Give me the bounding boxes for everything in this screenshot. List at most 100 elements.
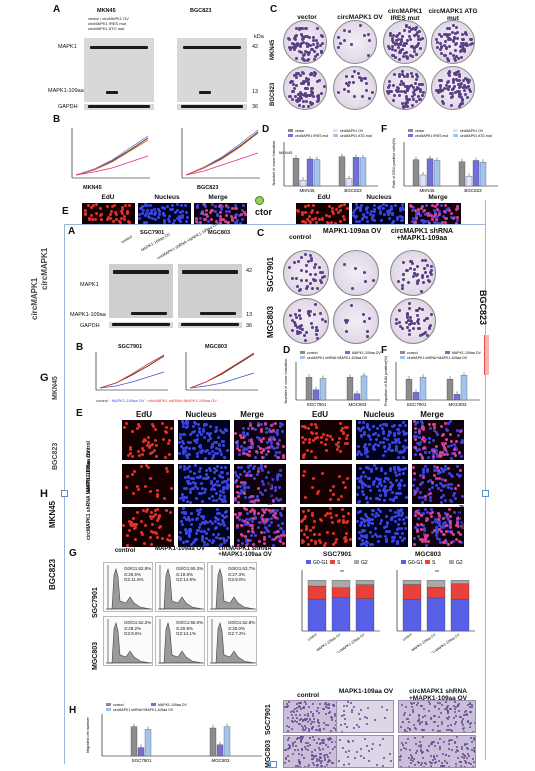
nucleus-image: [178, 464, 230, 504]
top-growth-curve-bgc823: [181, 128, 260, 179]
legend-swatch: [306, 560, 311, 564]
legend-label: vector: [415, 129, 425, 133]
legend-label: MAPK1-109aa OV: [158, 703, 187, 707]
connector-handle[interactable]: [270, 761, 277, 768]
growth-curve-sgc7901: [95, 352, 168, 391]
flow-stats: G0/G1:62.8% S:30.0% G2:7.2%: [228, 620, 255, 637]
legend-swatch: [445, 351, 450, 354]
clone-bar-chart: SGC7901 MGC803 Number of clone formation co…: [284, 351, 381, 407]
stacked-bar: [331, 597, 351, 632]
colony-dish: [283, 20, 327, 64]
colony-dish: [390, 298, 436, 344]
bar: [359, 157, 367, 187]
top-panel-a-label: A: [53, 4, 61, 15]
tick-label: SGC7901: [407, 402, 427, 407]
flow-stat-line: G0/G1:62.2%: [124, 620, 152, 625]
top-blot-mkn45: [84, 38, 154, 102]
tick-label: MKN45: [299, 188, 315, 193]
legend-swatch: [330, 560, 335, 564]
top-e-header: Merge: [208, 194, 228, 201]
g-header: control: [114, 548, 136, 554]
stacked-bar: [355, 598, 375, 632]
bar: [412, 159, 420, 187]
stacked-bar: [355, 584, 375, 599]
connector-handle[interactable]: [61, 490, 68, 497]
top-growth-curve-mkn45: [71, 128, 150, 179]
edu-image: [300, 420, 352, 460]
legend-label: circMAPK1 ATG mut: [340, 134, 372, 138]
e-header: Nucleus: [185, 410, 217, 419]
colony-dish: [333, 20, 377, 64]
bar: [313, 159, 321, 187]
g-header: circMAPK1 shRNA +MAPK1-109aa OV: [218, 546, 272, 558]
connector-line-top: [64, 224, 486, 225]
edu-image: [300, 464, 352, 504]
row-gapdh: GAPDH: [80, 323, 100, 329]
flow-stat-line: S:20.9%: [176, 625, 194, 631]
e-row-label: circMAPK1 shRNA MAPK1-109aa: [86, 461, 92, 540]
tick-label: BGC823: [344, 188, 362, 193]
flow-stat-line: G2:8.6%: [124, 631, 142, 636]
panel-f-label: F: [381, 345, 388, 356]
top-e-side-text: ctor: [255, 207, 273, 217]
panel-g-label: G: [69, 548, 77, 559]
legend-swatch: [106, 703, 111, 706]
top-merge-image: [194, 203, 247, 225]
colony-dish: [283, 298, 329, 344]
top-kda: kDa: [254, 34, 264, 40]
panel-b-label: B: [76, 342, 84, 353]
legend-label: MAPK1-109aa OV: [352, 351, 381, 355]
legend-swatch: [453, 129, 458, 132]
top-e-header: EdU: [101, 194, 115, 201]
legend-label: control: [407, 351, 418, 355]
h-header: MAPK1-109aa OV: [338, 688, 394, 695]
blot-mgc803: [178, 264, 242, 318]
y-axis-label: Proportion of EdU positive(%): [384, 355, 388, 406]
b-title-mgc803: MGC803: [205, 344, 228, 350]
top-cellline-bgc823: BGC823: [190, 8, 212, 14]
side-label: circMAPK1: [30, 277, 39, 320]
merge-image: [412, 420, 464, 460]
connector-handle-green[interactable]: [255, 196, 264, 205]
top-c-header: circMAPK1 IRES mut: [387, 8, 423, 22]
stacked-bar: [402, 599, 422, 632]
legend-entry: control: [96, 398, 109, 403]
colony-dish: [431, 20, 475, 64]
flow-stats: G0/G1:65.3% S:19.8% G2:14.9%: [176, 566, 203, 583]
stacked-bar: [331, 587, 351, 598]
tick-label: BGC823: [464, 188, 482, 193]
flow-stat-line: G0/G1:63.7%: [228, 566, 256, 571]
stacked-bar: [426, 587, 446, 599]
y-axis-label: Migrated cell number: [86, 717, 90, 753]
tick-label: control: [307, 632, 318, 641]
connector-handle[interactable]: [482, 490, 489, 497]
top-gapdh-mkn45: [84, 104, 154, 110]
nucleus-image: [356, 464, 408, 504]
colony-dish: [283, 66, 327, 110]
top-row-gapdh: GAPDH: [58, 104, 78, 110]
tick-label: MKN45: [419, 188, 435, 193]
c-header: control: [288, 234, 312, 241]
cellline-mgc803: MGC803: [208, 230, 231, 236]
y-axis-label: Number of clone formation: [284, 359, 288, 404]
side-label: BGC823: [48, 558, 57, 590]
nucleus-image: [178, 420, 230, 460]
transwell-image: [283, 700, 341, 733]
bar: [345, 178, 353, 187]
legend-swatch: [408, 134, 413, 137]
top-edu-image: [82, 203, 135, 225]
legend-swatch: [300, 351, 305, 354]
flow-stat-line: S:30.0%: [228, 625, 246, 631]
bar: [319, 378, 327, 401]
bar: [346, 377, 354, 401]
bar: [446, 378, 454, 401]
bar: [360, 375, 368, 401]
merge-image: [412, 507, 464, 547]
h-row-mgc803: MGC803: [265, 739, 272, 768]
edu-image: [122, 464, 174, 504]
flow-histogram: G0/G1:65.0% S:20.9% G2:14.1%: [155, 616, 205, 666]
stacked-bar: [331, 580, 351, 588]
legend-label: S: [337, 560, 341, 566]
e-header: EdU: [312, 410, 328, 419]
legend-swatch: [453, 134, 458, 137]
